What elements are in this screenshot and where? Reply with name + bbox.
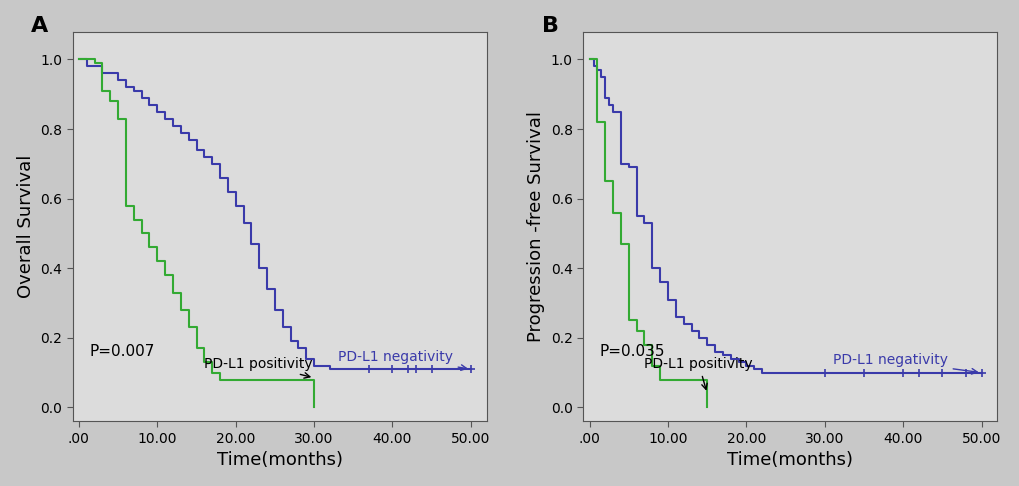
Text: PD-L1 positivity: PD-L1 positivity — [644, 357, 752, 389]
Text: PD-L1 positivity: PD-L1 positivity — [204, 357, 313, 378]
Text: PD-L1 negativity: PD-L1 negativity — [832, 353, 976, 374]
Y-axis label: Progression -free Survival: Progression -free Survival — [527, 111, 545, 342]
Text: P=0.035: P=0.035 — [599, 344, 664, 359]
X-axis label: Time(months): Time(months) — [216, 451, 342, 469]
Text: P=0.007: P=0.007 — [89, 344, 155, 359]
Text: A: A — [32, 16, 49, 36]
Text: PD-L1 negativity: PD-L1 negativity — [337, 350, 466, 370]
X-axis label: Time(months): Time(months) — [727, 451, 853, 469]
Y-axis label: Overall Survival: Overall Survival — [16, 155, 35, 298]
Text: B: B — [541, 16, 558, 36]
